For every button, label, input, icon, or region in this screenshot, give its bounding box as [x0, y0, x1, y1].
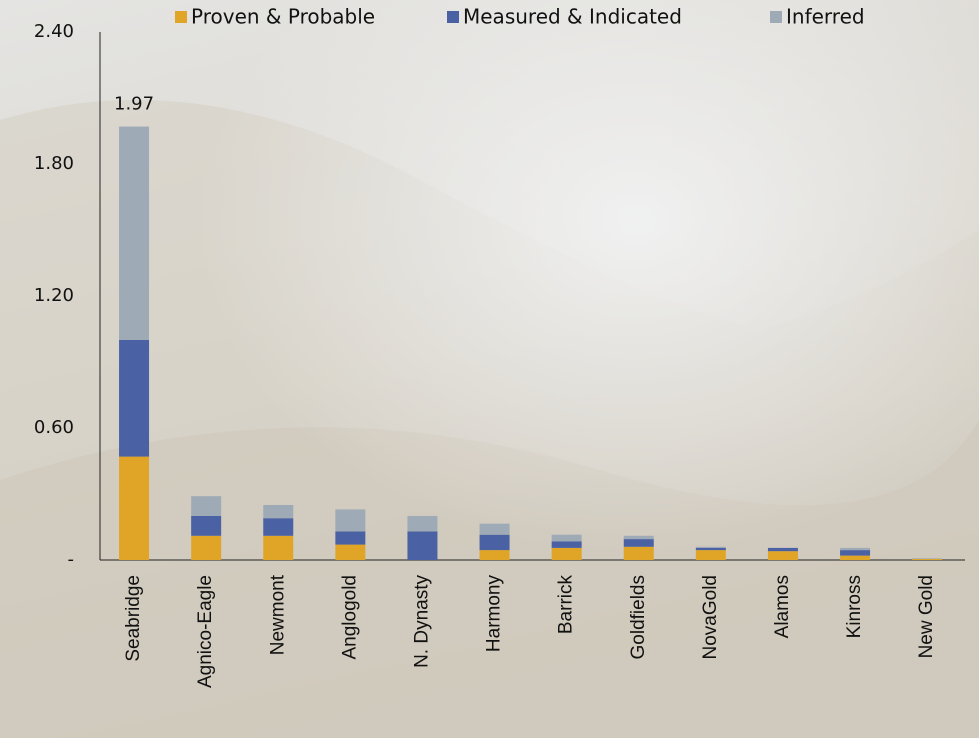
- bar-segment: [840, 548, 870, 550]
- bar-segment: [696, 547, 726, 548]
- x-tick-label: Agnico-Eagle: [195, 575, 216, 688]
- bar-segment: [624, 539, 654, 547]
- legend-label: Measured & Indicated: [463, 5, 682, 29]
- x-tick-label: Seabridge: [123, 575, 144, 662]
- bar-segment: [263, 505, 293, 518]
- bar-segment: [263, 536, 293, 560]
- legend-swatch: [175, 11, 187, 23]
- bar-segment: [480, 550, 510, 560]
- bar-segment: [840, 556, 870, 560]
- bar-segment: [407, 531, 437, 560]
- x-tick-label: Newmont: [267, 574, 288, 655]
- x-tick-label: New Gold: [916, 575, 937, 658]
- bar-segment: [407, 516, 437, 531]
- y-tick-label: 2.40: [34, 21, 74, 42]
- x-tick-label: Alamos: [772, 575, 793, 638]
- x-tick-label: NovaGold: [700, 575, 721, 660]
- bar-segment: [624, 547, 654, 560]
- bar-segment: [335, 545, 365, 560]
- bar-segment: [480, 524, 510, 535]
- x-tick-label: Harmony: [484, 575, 505, 653]
- bar-segment: [768, 551, 798, 560]
- bar-segment: [263, 518, 293, 536]
- x-tick-label: Kinross: [844, 575, 865, 638]
- bar-segment: [768, 548, 798, 551]
- bar-segment: [191, 536, 221, 560]
- bar-segment: [912, 559, 942, 560]
- legend-swatch: [770, 11, 782, 23]
- y-tick-label: 1.80: [34, 153, 74, 174]
- annotation: 1.97: [114, 94, 154, 115]
- bar-segment: [696, 550, 726, 560]
- chart: - 0.60 1.20 1.80 2.40 Seabridge Agnico-Eagle Ne…: [0, 0, 979, 738]
- bar-segment: [696, 548, 726, 550]
- bar-segment: [119, 340, 149, 457]
- bar-segment: [335, 509, 365, 531]
- y-tick-label: 0.60: [34, 417, 74, 438]
- bar-segment: [552, 535, 582, 542]
- x-tick-label: Anglogold: [339, 575, 360, 660]
- y-tick-label: -: [68, 549, 75, 570]
- bar-segment: [191, 516, 221, 536]
- legend-label: Inferred: [786, 5, 865, 29]
- bar-segment: [191, 496, 221, 516]
- legend-label: Proven & Probable: [191, 5, 375, 29]
- bar-segment: [912, 558, 942, 559]
- bar-segment: [552, 541, 582, 548]
- x-tick-label: Barrick: [556, 575, 577, 635]
- bar-segment: [119, 127, 149, 340]
- bar-segment: [624, 536, 654, 539]
- y-tick-label: 1.20: [34, 285, 74, 306]
- bar-segment: [840, 550, 870, 556]
- bar-segment: [119, 457, 149, 560]
- bar-segment: [335, 531, 365, 544]
- legend-swatch: [447, 11, 459, 23]
- bar-segment: [552, 548, 582, 560]
- x-tick-label: N. Dynasty: [411, 575, 432, 668]
- bar-segment: [480, 535, 510, 550]
- x-tick-label: Goldfields: [628, 575, 649, 660]
